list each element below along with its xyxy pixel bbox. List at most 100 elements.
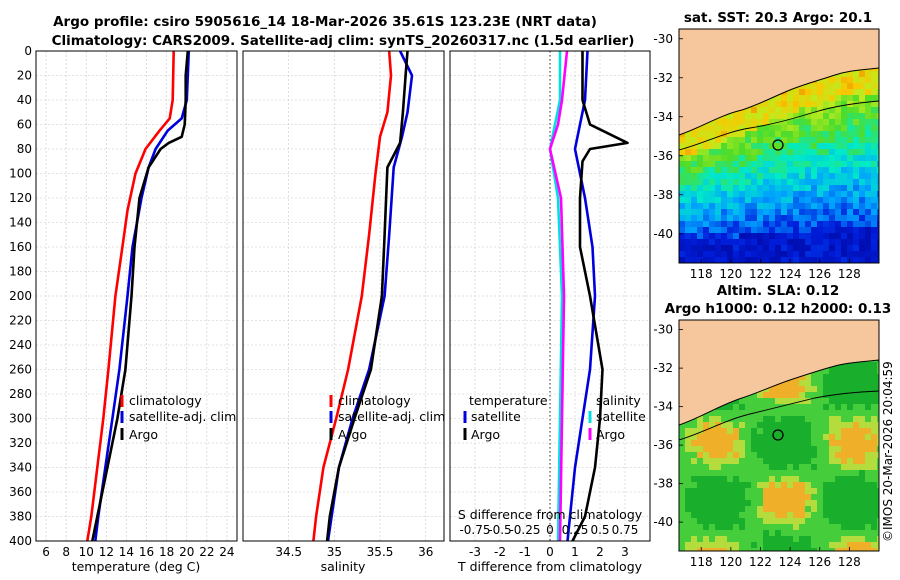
map-cell [787, 179, 794, 186]
map-cell [835, 149, 842, 156]
map-cell [859, 428, 866, 435]
map-cell [745, 257, 752, 263]
map-cell [763, 410, 770, 417]
map-cell [811, 89, 818, 96]
map-cell [691, 233, 698, 240]
map-cell [841, 251, 848, 258]
map-cell [703, 173, 710, 180]
map-cell [847, 392, 854, 399]
map-cell [721, 440, 728, 447]
map-cell [709, 422, 716, 429]
map-cell [817, 245, 824, 252]
map-cell [739, 440, 746, 447]
map-cell [835, 452, 842, 459]
map-y-tick-label: -36 [653, 149, 673, 163]
map-cell [829, 482, 836, 489]
map-cell [811, 440, 818, 447]
map-cell [817, 530, 824, 537]
map-cell [835, 536, 842, 543]
map-cell [823, 494, 830, 501]
map-cell [769, 161, 776, 168]
map-cell [823, 209, 830, 216]
map-cell [703, 245, 710, 252]
map-cell [853, 155, 860, 162]
map-cell [781, 185, 788, 192]
map-cell [703, 530, 710, 537]
map-cell [799, 101, 806, 108]
map-cell [823, 374, 830, 381]
map-cell [847, 113, 854, 120]
map-cell [817, 143, 824, 150]
map-cell [703, 476, 710, 483]
map-cell [799, 452, 806, 459]
map-cell [853, 380, 860, 387]
map-cell [823, 77, 830, 84]
map-cell [715, 470, 722, 477]
map-cell [877, 434, 879, 441]
map-cell [841, 155, 848, 162]
map-cell [697, 167, 704, 174]
map-cell [853, 476, 860, 483]
map-cell [811, 191, 818, 198]
map-cell [847, 512, 854, 519]
map-cell [715, 524, 722, 531]
map-cell [829, 191, 836, 198]
map-cell [745, 482, 752, 489]
map-cell [715, 482, 722, 489]
map-cell [709, 197, 716, 204]
sst-land [679, 29, 879, 135]
map-cell [751, 221, 758, 228]
map-cell [697, 524, 704, 531]
map-cell [793, 209, 800, 216]
map-cell [811, 458, 818, 465]
map-cell [811, 512, 818, 519]
map-cell [841, 386, 848, 393]
map-cell [739, 482, 746, 489]
map-cell [865, 506, 872, 513]
map-x-tick-label: 118 [690, 267, 713, 281]
map-cell [805, 446, 812, 453]
map-cell [751, 233, 758, 240]
map-cell [733, 542, 740, 549]
map-cell [829, 458, 836, 465]
map-cell [709, 125, 716, 132]
map-cell [727, 410, 734, 417]
map-cell [697, 137, 704, 144]
map-cell [733, 500, 740, 507]
map-x-tick-label: 120 [719, 555, 742, 569]
map-cell [793, 404, 800, 411]
map-cell [847, 209, 854, 216]
map-cell [805, 500, 812, 507]
map-cell [817, 125, 824, 132]
map-cell [871, 197, 878, 204]
map-cell [841, 131, 848, 138]
map-cell [751, 434, 758, 441]
map-cell [841, 71, 848, 78]
map-cell [877, 71, 879, 78]
map-cell [727, 518, 734, 525]
map-cell [709, 476, 716, 483]
map-cell [691, 191, 698, 198]
map-cell [685, 203, 692, 210]
map-cell [787, 203, 794, 210]
map-cell [835, 209, 842, 216]
map-cell [811, 95, 818, 102]
series-line-salinity-satellite [548, 51, 564, 541]
map-cell [829, 251, 836, 258]
map-cell [775, 227, 782, 234]
map-cell [793, 440, 800, 447]
map-cell [751, 416, 758, 423]
map-cell [799, 548, 806, 551]
map-cell [793, 452, 800, 459]
map-cell [775, 149, 782, 156]
map-cell [739, 155, 746, 162]
map-cell [697, 149, 704, 156]
map-cell [739, 422, 746, 429]
map-cell [799, 143, 806, 150]
map-cell [721, 494, 728, 501]
map-cell [871, 113, 878, 120]
map-cell [727, 209, 734, 216]
map-cell [769, 398, 776, 405]
map-cell [739, 458, 746, 465]
map-cell [823, 536, 830, 543]
